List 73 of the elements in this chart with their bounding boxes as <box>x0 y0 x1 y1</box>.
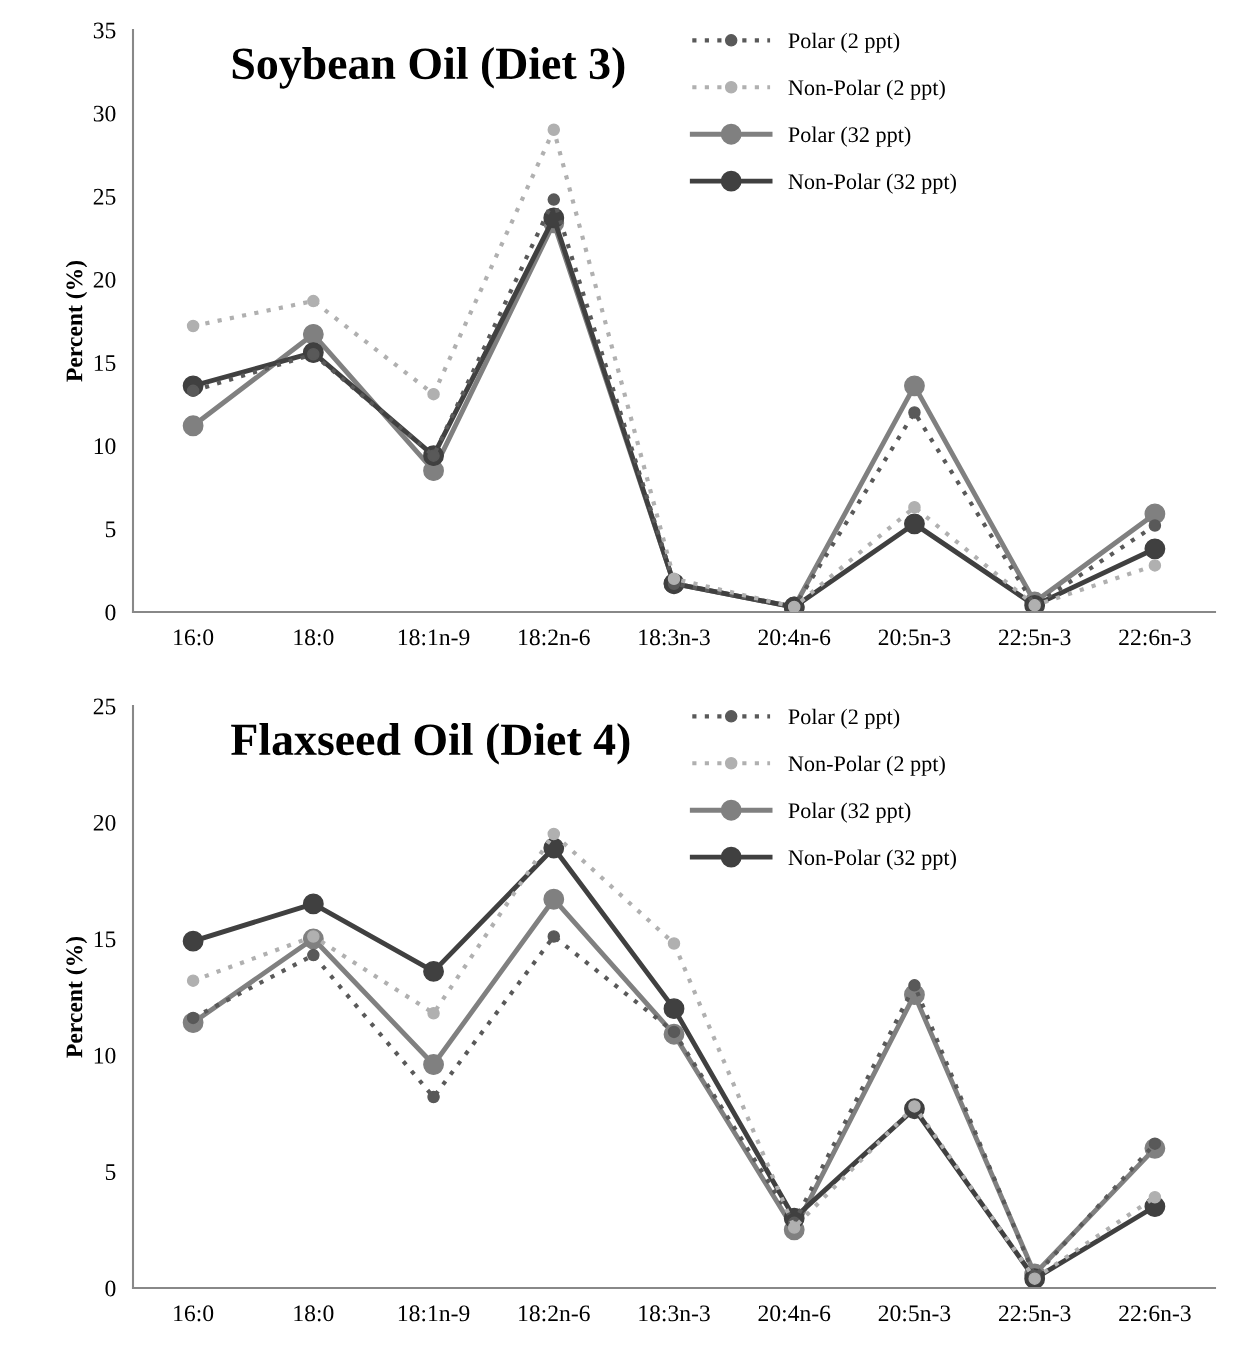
x-tick-label: 22:6n-3 <box>1119 1305 1191 1322</box>
point <box>904 513 925 535</box>
point <box>547 930 561 943</box>
y-tick-label: 30 <box>93 105 116 122</box>
point <box>186 974 200 987</box>
point <box>427 387 440 401</box>
x-tick-label: 18:2n-6 <box>519 629 590 646</box>
point <box>663 998 685 1020</box>
x-tick-label: 20:5n-3 <box>878 629 951 646</box>
y-tick-label: 10 <box>94 438 116 455</box>
x-tick-label: 16:0 <box>174 1305 214 1322</box>
y-tick-label: 25 <box>93 698 116 715</box>
y-axis-title: Percent (%) <box>65 260 88 382</box>
y-tick-label: 15 <box>94 355 116 371</box>
point <box>1148 559 1162 572</box>
point <box>908 979 921 992</box>
point <box>667 937 681 950</box>
x-tick-label: 16:0 <box>174 629 214 646</box>
point <box>547 827 561 841</box>
x-tick-label: 18:1n-9 <box>398 1305 470 1322</box>
point <box>1148 519 1162 532</box>
point <box>1148 1190 1162 1204</box>
y-tick-label: 35 <box>93 22 116 39</box>
x-tick-label: 18:1n-9 <box>398 629 470 646</box>
legend-label: Polar (2 ppt) <box>788 32 900 53</box>
point <box>427 1007 440 1020</box>
y-tick-label: 15 <box>94 931 116 948</box>
x-tick-label: 20:4n-6 <box>758 1305 831 1322</box>
y-tick-label: 0 <box>105 1280 116 1297</box>
point <box>547 193 561 206</box>
legend-label: Non-Polar (2 ppt) <box>788 755 945 776</box>
point <box>908 406 921 419</box>
x-tick-label: 18:3n-3 <box>639 1305 710 1322</box>
point <box>904 375 925 397</box>
x-tick-label: 18:3n-3 <box>639 629 710 646</box>
y-tick-label: 5 <box>105 521 116 538</box>
legend-label: Non-Polar (2 ppt) <box>788 79 945 100</box>
legend-label: Polar (32 ppt) <box>788 802 911 823</box>
point <box>182 415 204 437</box>
y-tick-label: 20 <box>93 814 116 831</box>
y-tick-label: 20 <box>93 271 116 288</box>
point <box>182 930 204 952</box>
chart-title: Soybean Oil (Diet 3) <box>232 46 625 89</box>
x-tick-label: 22:6n-3 <box>1119 629 1191 646</box>
y-axis-title: Percent (%) <box>65 936 88 1058</box>
point <box>427 1090 440 1104</box>
x-tick-label: 18:0 <box>294 629 334 646</box>
point <box>908 500 921 514</box>
y-tick-label: 25 <box>93 188 116 205</box>
x-tick-label: 18:2n-6 <box>519 1305 590 1322</box>
legend-label: Polar (32 ppt) <box>788 126 911 147</box>
y-tick-label: 5 <box>105 1164 116 1181</box>
chart-title: Flaxseed Oil (Diet 4) <box>231 723 630 765</box>
y-tick-label: 10 <box>94 1047 116 1064</box>
point <box>302 323 324 345</box>
point <box>307 294 320 308</box>
point <box>1144 538 1166 560</box>
point <box>423 960 444 982</box>
point <box>423 1054 444 1075</box>
x-tick-label: 20:5n-3 <box>878 1305 951 1322</box>
point <box>307 948 320 962</box>
x-tick-label: 22:5n-3 <box>998 629 1071 646</box>
point <box>543 888 565 910</box>
x-tick-label: 20:4n-6 <box>758 629 831 646</box>
legend-label: Non-Polar (32 ppt) <box>788 173 956 194</box>
point <box>547 123 561 137</box>
x-tick-label: 22:5n-3 <box>998 1305 1071 1322</box>
legend-label: Non-Polar (32 ppt) <box>788 849 956 870</box>
legend-label: Polar (2 ppt) <box>788 708 900 729</box>
point <box>186 319 200 333</box>
y-tick-label: 0 <box>105 604 116 621</box>
x-tick-label: 18:0 <box>294 1305 334 1322</box>
point <box>302 893 324 915</box>
